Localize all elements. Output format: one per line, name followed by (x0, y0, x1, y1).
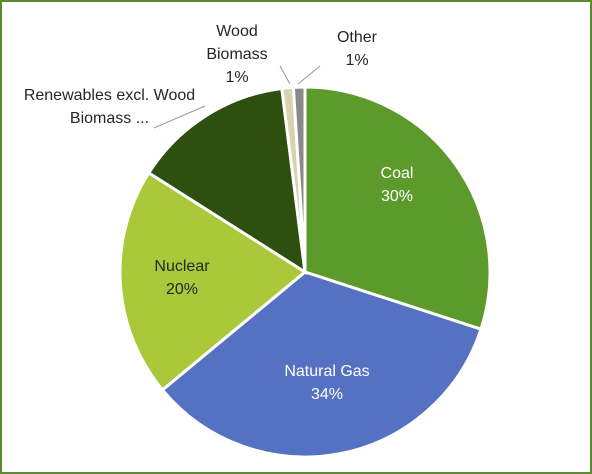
value-label: 1% (345, 52, 369, 69)
slice-label: Renewables excl. Wood Biomass ... (22, 84, 197, 130)
category-label: Other (336, 29, 377, 46)
pie-slice (146, 86, 307, 275)
leader-line (153, 105, 206, 129)
pie-slice (303, 85, 492, 332)
value-label: 20% (165, 281, 199, 298)
pie-slice (291, 85, 307, 273)
slice-label: Natural Gas 34% (257, 360, 397, 406)
value-label: 1% (225, 69, 249, 86)
slice-label: Coal 30% (357, 162, 437, 208)
category-label: Coal (380, 165, 414, 182)
value-label: 30% (380, 188, 414, 205)
leader-line (297, 65, 321, 85)
category-label: Nuclear (154, 258, 210, 275)
value-label: 34% (310, 386, 344, 403)
leader-line (279, 65, 291, 85)
pie-slice (118, 170, 308, 393)
slice-label: Wood Biomass 1% (192, 20, 282, 89)
slice-label: Other 1% (317, 26, 397, 72)
pie-slice (160, 270, 483, 459)
slice-label: Nuclear 20% (132, 255, 232, 301)
category-label: Natural Gas (284, 363, 370, 380)
category-label: Renewables excl. Wood Biomass ... (23, 87, 196, 127)
category-label: Wood Biomass (206, 23, 268, 63)
